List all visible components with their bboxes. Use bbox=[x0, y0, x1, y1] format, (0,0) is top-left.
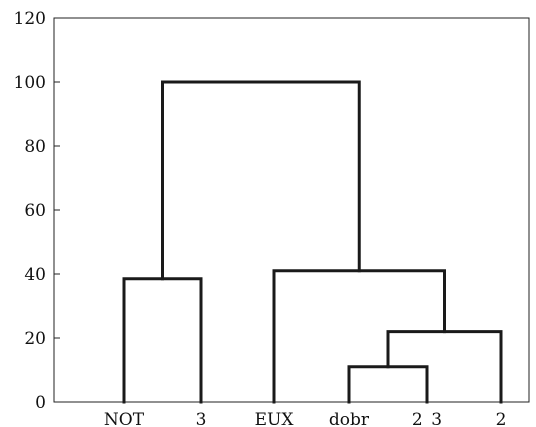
y-tick-label: 0 bbox=[35, 393, 46, 413]
y-tick-label: 60 bbox=[24, 201, 46, 221]
leaf-label: 2_3 bbox=[412, 410, 442, 427]
dendrogram-link bbox=[272, 269, 446, 404]
y-axis: 0 20 40 60 80 100 120 bbox=[14, 9, 530, 413]
leaf-label: EUX bbox=[255, 410, 295, 427]
y-tick-label: 120 bbox=[14, 9, 46, 29]
leaf-label: dobr bbox=[329, 410, 370, 427]
leaf-label: 3 bbox=[196, 410, 207, 427]
leaf-label: NOT bbox=[104, 410, 145, 427]
dendrogram-link bbox=[122, 277, 203, 404]
dendrogram-link bbox=[347, 365, 429, 404]
y-tick-label: 80 bbox=[24, 137, 46, 157]
leaf-label: 2 bbox=[496, 410, 507, 427]
leaf-labels: NOT 3 EUX dobr 2_3 2 bbox=[104, 410, 506, 427]
y-tick-label: 40 bbox=[24, 265, 46, 285]
dendrogram-link bbox=[161, 80, 361, 281]
y-tick-label: 20 bbox=[24, 329, 46, 349]
y-tick-label: 100 bbox=[14, 73, 46, 93]
dendrogram-links bbox=[122, 80, 503, 404]
